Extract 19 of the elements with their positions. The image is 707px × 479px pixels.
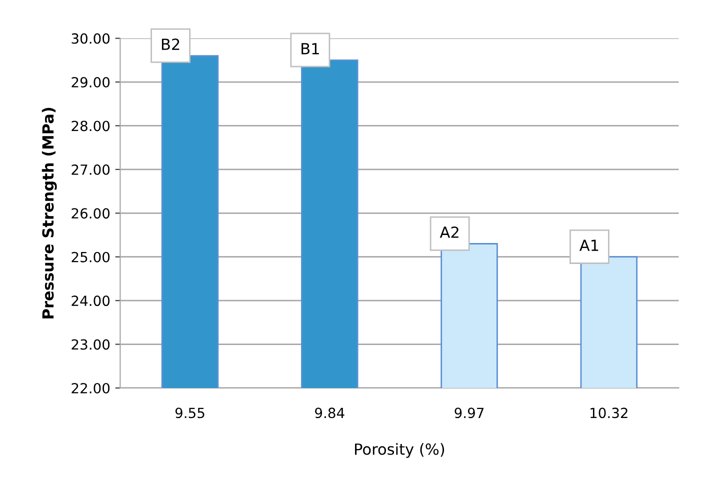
annotation: A2 [440,226,458,238]
y-tick-label: 26.00 [72,208,110,219]
annotation: B2 [162,38,180,50]
annotation: A1 [579,240,598,251]
annotation: B1 [302,43,319,54]
x-tick-label: 9.97 [454,408,484,418]
y-tick-label: 22.00 [72,382,110,394]
x-tick-label: 9.55 [175,408,204,418]
y-axis-title: Pressure Strength (MPa) [42,108,57,318]
x-tick-label: 10.32 [590,408,628,418]
y-tick-label: 28.00 [72,120,110,132]
y-tick-label: 27.00 [72,164,110,175]
y-tick-label: 24.00 [72,296,110,306]
y-tick-label: 30.00 [72,33,110,44]
x-axis-title: Porosity (%) [355,443,444,458]
x-tick-label: 9.84 [315,408,344,418]
y-tick-label: 25.00 [72,252,110,262]
y-tick-label: 23.00 [72,339,110,350]
y-tick-label: 29.00 [72,76,110,88]
